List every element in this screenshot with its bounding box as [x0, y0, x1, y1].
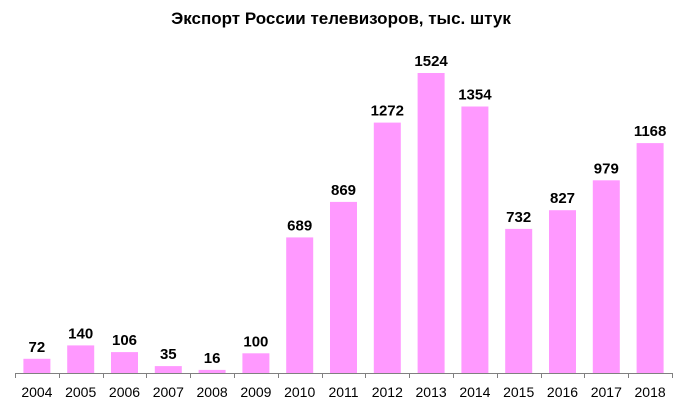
bar-2014 [461, 106, 489, 373]
value-label-2010: 689 [287, 217, 312, 234]
value-label-2013: 1524 [414, 53, 448, 70]
bars-layer [23, 73, 664, 373]
value-label-2005: 140 [68, 325, 93, 342]
value-label-2008: 16 [204, 350, 221, 367]
bar-2007 [154, 366, 182, 373]
bar-2008 [198, 369, 226, 373]
bar-2009 [242, 353, 270, 373]
value-label-2015: 732 [506, 209, 531, 226]
bar-2013 [417, 73, 445, 373]
bar-2015 [505, 228, 533, 373]
value-labels-layer: 72 140 106 35 16 100 689 869 1272 1524 1354 732 827 9… [29, 53, 667, 367]
x-tick-label-2006: 2006 [109, 384, 140, 400]
value-label-2018: 1168 [634, 123, 667, 140]
x-tick-label-2018: 2018 [635, 384, 666, 400]
x-tick-label-2004: 2004 [21, 384, 52, 400]
x-tick-label-2005: 2005 [65, 384, 96, 400]
x-tick-label-2014: 2014 [459, 384, 490, 400]
value-label-2016: 827 [550, 190, 575, 207]
x-tick-label-2008: 2008 [197, 384, 228, 400]
value-label-2014: 1354 [458, 87, 492, 104]
bar-2010 [286, 237, 314, 373]
chart-title: Экспорт России телевизоров, тыс. штук [171, 9, 511, 28]
x-tick-label-2012: 2012 [372, 384, 403, 400]
value-label-2006: 106 [112, 332, 137, 349]
value-label-2009: 100 [243, 333, 268, 350]
x-tick-label-2011: 2011 [328, 384, 358, 400]
value-label-2012: 1272 [371, 103, 404, 120]
x-tick-label-2007: 2007 [153, 384, 184, 400]
x-tick-label-2016: 2016 [547, 384, 578, 400]
bar-2018 [636, 143, 664, 373]
bar-2017 [592, 180, 620, 373]
x-axis: 2004 2005 2006 2007 2008 2009 2010 2011 2012 2013… [15, 373, 673, 400]
bar-2016 [549, 210, 576, 373]
bar-2005 [67, 345, 95, 373]
x-tick-label-2013: 2013 [416, 384, 447, 400]
bar-2011 [330, 201, 357, 373]
x-tick-label-2015: 2015 [503, 384, 534, 400]
x-tick-label-2017: 2017 [591, 384, 622, 400]
bar-2006 [111, 352, 138, 373]
value-label-2017: 979 [594, 160, 619, 177]
bar-2012 [373, 122, 401, 373]
value-label-2004: 72 [29, 339, 46, 356]
x-tick-label-2010: 2010 [284, 384, 315, 400]
value-label-2011: 869 [331, 182, 356, 199]
value-label-2007: 35 [160, 346, 177, 363]
bar-2004 [23, 358, 51, 373]
x-tick-label-2009: 2009 [240, 384, 271, 400]
